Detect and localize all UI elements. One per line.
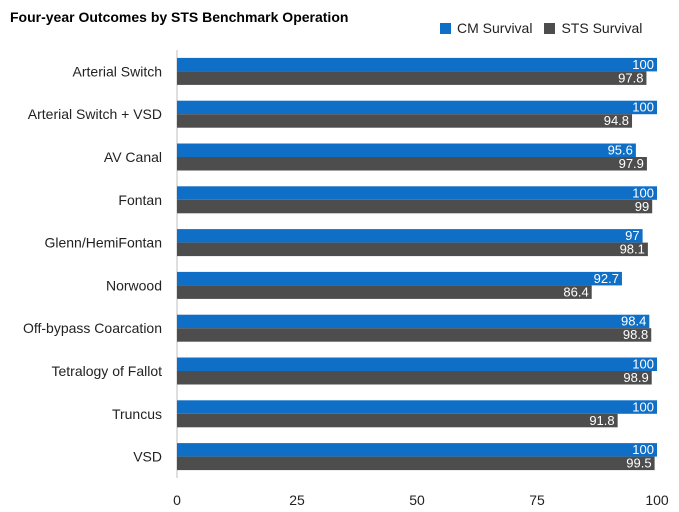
x-tick-label: 75 — [529, 492, 545, 508]
legend-label-sts: STS Survival — [561, 20, 643, 36]
x-tick-label: 25 — [289, 492, 305, 508]
category-label: Norwood — [106, 277, 162, 293]
bar-cm — [177, 186, 657, 200]
data-label: 100 — [632, 442, 654, 457]
data-label: 100 — [632, 57, 654, 72]
data-label: 97 — [625, 228, 639, 243]
legend-item-sts: STS Survival — [544, 20, 642, 36]
data-label: 97.8 — [618, 70, 643, 85]
data-label: 86.4 — [563, 284, 588, 299]
legend-swatch-sts — [544, 22, 556, 34]
data-label: 98.9 — [623, 370, 648, 385]
category-label: Truncus — [112, 406, 162, 422]
bar-cm — [177, 400, 657, 414]
bar-cm — [177, 143, 636, 157]
bar-cm — [177, 100, 657, 115]
bar-cm — [177, 57, 657, 72]
category-label: Arterial Switch + VSD — [28, 106, 162, 122]
x-tick-label: 100 — [645, 492, 669, 508]
bar-sts — [177, 371, 652, 385]
bar-sts — [177, 114, 633, 128]
legend-swatch-cm — [440, 22, 451, 34]
data-label: 94.8 — [604, 113, 629, 128]
data-label: 97.9 — [619, 156, 644, 171]
data-label: 100 — [632, 399, 654, 414]
chart-title: Four-year Outcomes by STS Benchmark Oper… — [10, 9, 349, 25]
data-label: 99.5 — [626, 456, 651, 471]
legend-item-cm: CM Survival — [440, 20, 532, 36]
category-label: AV Canal — [104, 149, 162, 165]
data-label: 100 — [632, 357, 654, 372]
bar-sts — [177, 71, 647, 85]
bar-cm — [177, 443, 657, 457]
data-label: 95.6 — [608, 143, 633, 158]
category-label: Glenn/HemiFontan — [44, 235, 162, 251]
category-label: Arterial Switch — [73, 63, 162, 79]
data-label: 98.1 — [620, 242, 645, 257]
data-label: 100 — [632, 185, 654, 200]
category-label: Fontan — [118, 192, 162, 208]
data-label: 98.4 — [621, 314, 646, 329]
x-tick-label: 0 — [173, 492, 181, 508]
x-tick-label: 50 — [409, 492, 425, 508]
bar-sts — [177, 199, 653, 214]
bar-sts — [177, 157, 647, 171]
legend-label-cm: CM Survival — [457, 20, 533, 36]
category-label: Tetralogy of Fallot — [52, 363, 163, 379]
bar-cm — [177, 357, 657, 371]
bar-sts — [177, 242, 648, 257]
bar-sts — [177, 285, 592, 299]
bar-sts — [177, 413, 618, 428]
data-label: 98.8 — [623, 327, 648, 342]
category-label: Off-bypass Coarcation — [23, 320, 162, 336]
data-label: 100 — [632, 100, 654, 115]
data-label: 91.8 — [589, 413, 614, 428]
bar-cm — [177, 314, 650, 329]
bar-sts — [177, 328, 652, 342]
bar-cm — [177, 271, 622, 286]
category-label: VSD — [133, 449, 162, 465]
data-label: 92.7 — [594, 271, 619, 286]
bar-sts — [177, 456, 655, 471]
data-label: 99 — [635, 199, 649, 214]
legend: CM Survival STS Survival — [440, 20, 654, 36]
bar-cm — [177, 229, 643, 243]
